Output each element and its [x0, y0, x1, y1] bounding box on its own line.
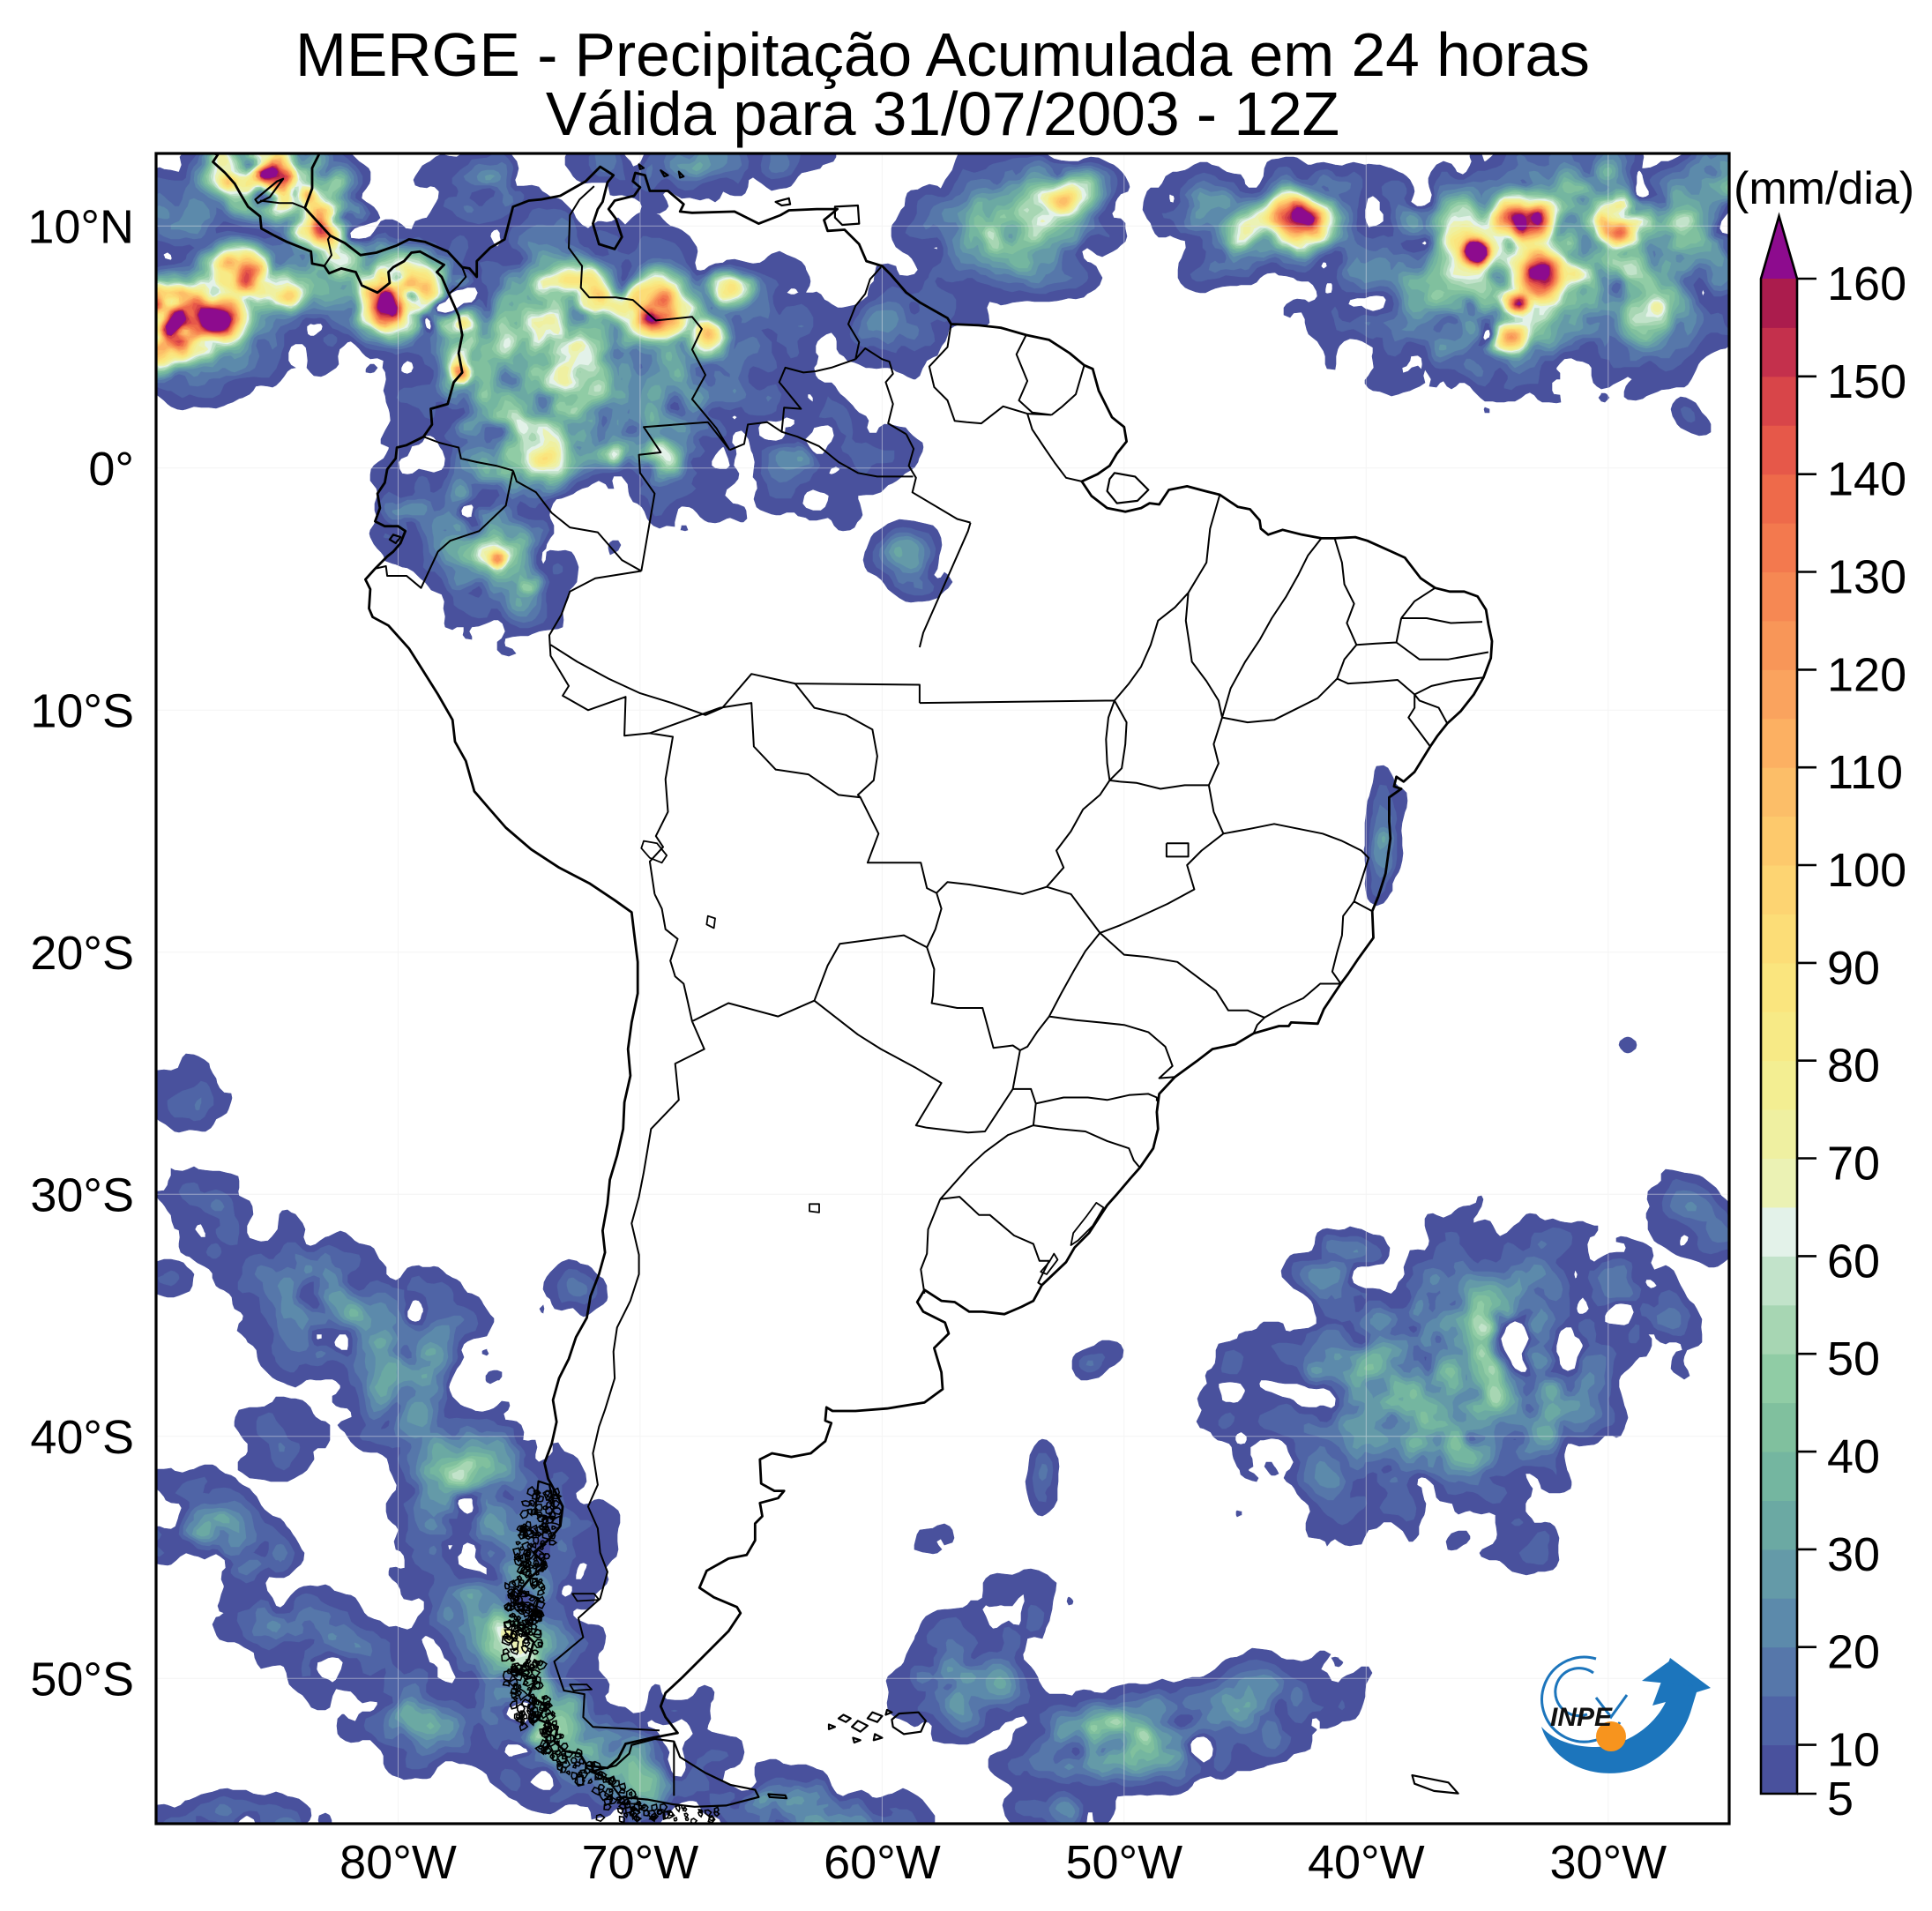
svg-text:160: 160 [1827, 258, 1906, 310]
svg-text:5: 5 [1827, 1773, 1854, 1825]
svg-text:30: 30 [1827, 1528, 1880, 1581]
svg-text:30°S: 30°S [30, 1168, 134, 1221]
svg-text:50°W: 50°W [1065, 1836, 1182, 1889]
svg-text:20°S: 20°S [30, 927, 134, 980]
svg-text:60: 60 [1827, 1235, 1880, 1288]
svg-text:120: 120 [1827, 648, 1906, 701]
svg-text:110: 110 [1827, 746, 1903, 799]
svg-text:80: 80 [1827, 1040, 1880, 1093]
svg-text:MERGE - Precipitação Acumulada: MERGE - Precipitação Acumulada em 24 hor… [295, 20, 1590, 89]
svg-text:20: 20 [1827, 1626, 1880, 1679]
svg-text:0°: 0° [88, 443, 134, 496]
svg-text:30°W: 30°W [1549, 1836, 1667, 1889]
svg-text:40: 40 [1827, 1430, 1880, 1483]
svg-text:100: 100 [1827, 844, 1906, 897]
svg-text:INPE: INPE [1550, 1703, 1613, 1732]
svg-text:10°S: 10°S [30, 684, 134, 737]
svg-text:90: 90 [1827, 942, 1880, 995]
svg-text:50°S: 50°S [30, 1653, 134, 1706]
svg-text:70°W: 70°W [582, 1836, 699, 1889]
svg-text:60°W: 60°W [824, 1836, 941, 1889]
svg-text:10°N: 10°N [27, 200, 134, 253]
svg-text:140: 140 [1827, 453, 1906, 506]
svg-text:70: 70 [1827, 1138, 1880, 1191]
svg-text:50: 50 [1827, 1332, 1880, 1385]
svg-text:80°W: 80°W [339, 1836, 457, 1889]
svg-text:10: 10 [1827, 1724, 1880, 1777]
svg-text:40°W: 40°W [1308, 1836, 1425, 1889]
svg-text:Válida para 31/07/2003 - 12Z: Válida para 31/07/2003 - 12Z [546, 79, 1339, 148]
svg-text:(mm/dia): (mm/dia) [1734, 163, 1914, 214]
svg-text:130: 130 [1827, 551, 1906, 604]
svg-text:150: 150 [1827, 355, 1906, 408]
svg-text:40°S: 40°S [30, 1411, 134, 1464]
